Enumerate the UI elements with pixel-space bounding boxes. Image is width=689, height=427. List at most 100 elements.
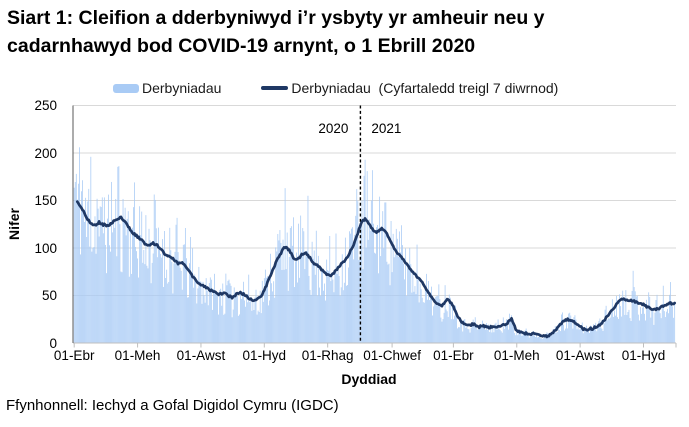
bar <box>273 281 275 343</box>
legend-item-bars: Derbyniadau <box>113 80 221 96</box>
bar <box>180 270 182 343</box>
bar <box>474 317 476 343</box>
bar <box>283 269 285 343</box>
bar <box>149 240 151 343</box>
bar-series-swatch <box>113 83 139 93</box>
bar <box>480 324 481 343</box>
bar <box>533 331 534 343</box>
bar <box>535 336 536 343</box>
bar <box>462 331 464 343</box>
bar <box>338 276 340 343</box>
y-tick-label: 200 <box>34 145 57 161</box>
bar <box>275 247 277 343</box>
bar <box>340 287 342 343</box>
bar <box>394 254 396 343</box>
bar <box>578 329 580 343</box>
bar <box>268 305 269 343</box>
bar <box>74 182 76 343</box>
bar <box>126 218 128 343</box>
bar <box>111 181 112 343</box>
bar <box>552 329 554 343</box>
bar <box>672 306 673 343</box>
bar <box>201 303 203 343</box>
bar <box>476 329 478 343</box>
bar <box>290 226 292 343</box>
bar <box>156 257 158 343</box>
bar <box>142 262 144 343</box>
bar <box>641 313 642 343</box>
bar <box>135 246 136 343</box>
chart-title: Siart 1: Cleifion a dderbyniwyd i’r ysby… <box>7 4 685 60</box>
bar <box>464 319 466 343</box>
bar <box>432 315 434 343</box>
bar <box>438 284 440 343</box>
bar <box>120 271 122 343</box>
bar <box>488 324 490 343</box>
bar <box>138 277 140 343</box>
bar <box>460 320 462 343</box>
bar <box>530 335 532 343</box>
bar <box>409 247 411 343</box>
x-tick-label: 01-Rhag <box>301 348 354 363</box>
bar <box>367 239 369 343</box>
bar <box>304 269 306 343</box>
bar <box>556 331 558 343</box>
bar <box>431 286 432 343</box>
bar <box>333 292 335 343</box>
bar <box>355 215 357 343</box>
bar <box>657 310 659 343</box>
bar <box>198 266 200 343</box>
bar <box>168 281 170 343</box>
bar <box>309 289 311 343</box>
bar <box>652 308 654 343</box>
bar <box>483 325 484 343</box>
bar <box>616 295 617 343</box>
bar <box>636 295 638 343</box>
bar <box>302 228 304 343</box>
bar <box>429 300 430 343</box>
bar <box>667 308 668 343</box>
bar <box>155 228 157 343</box>
bar <box>368 219 370 343</box>
bar <box>296 252 297 343</box>
bar <box>597 328 599 343</box>
bar <box>615 315 616 343</box>
bar <box>152 253 154 343</box>
bar <box>324 283 325 343</box>
bar <box>662 285 664 343</box>
bar <box>538 336 539 343</box>
bar <box>116 256 118 343</box>
bar <box>123 220 125 343</box>
bar <box>172 293 174 343</box>
bar <box>346 285 347 343</box>
bar <box>203 295 205 343</box>
bar <box>397 256 399 343</box>
bar <box>119 224 121 343</box>
bar <box>191 277 192 343</box>
y-tick-label: 50 <box>41 288 57 303</box>
bar <box>215 292 216 343</box>
bar <box>240 294 241 343</box>
bar <box>664 317 666 343</box>
bar <box>311 241 313 343</box>
bar <box>500 331 502 343</box>
x-tick-label: 01-Awst <box>555 348 605 363</box>
bar <box>590 325 591 343</box>
bar <box>251 310 253 343</box>
bar <box>134 182 135 343</box>
bar <box>412 271 414 343</box>
bar <box>609 317 611 343</box>
bar <box>87 201 89 343</box>
bar <box>115 198 117 343</box>
bar <box>619 294 621 343</box>
bar <box>188 297 189 343</box>
bar <box>160 253 161 343</box>
bar <box>382 211 384 343</box>
bar <box>455 305 456 343</box>
bar <box>518 332 520 343</box>
bar <box>564 330 565 343</box>
bar <box>336 274 338 343</box>
bar <box>517 335 519 343</box>
y-tick-label: 0 <box>49 335 57 351</box>
bar <box>468 329 470 343</box>
